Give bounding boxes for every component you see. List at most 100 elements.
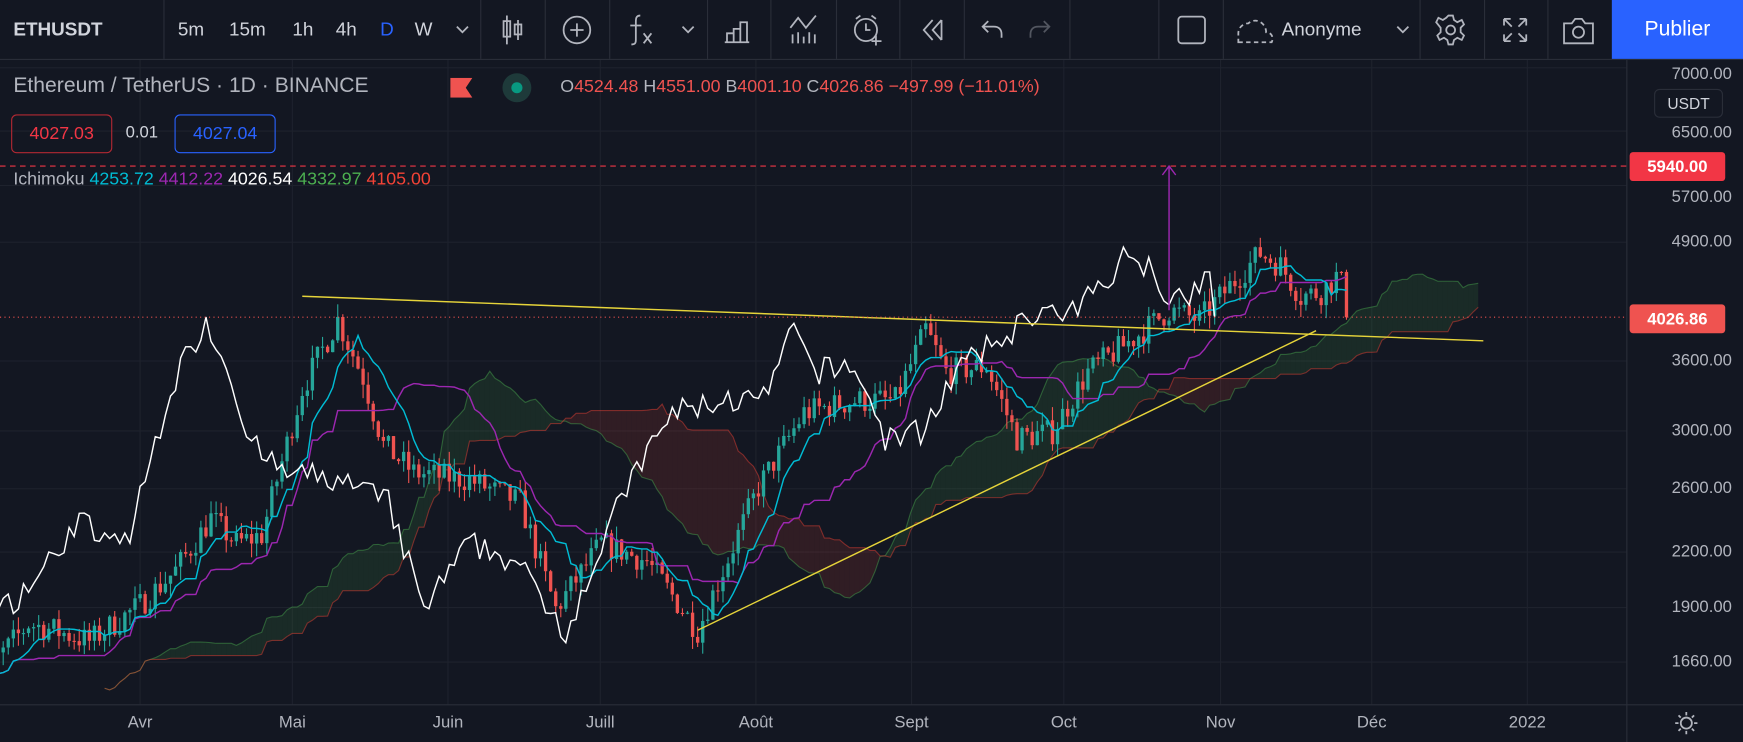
interval-15m[interactable]: 15m bbox=[228, 18, 266, 40]
candle-body bbox=[1071, 408, 1075, 417]
ichimoku-legend[interactable]: Ichimoku 4253.72 4412.22 4026.54 4332.97… bbox=[13, 170, 430, 190]
sell-button[interactable]: 4027.03 bbox=[11, 114, 113, 154]
candle-body bbox=[929, 323, 933, 335]
kumo-cloud-segment bbox=[175, 646, 181, 659]
symbol-search-button[interactable]: ETHUSDT bbox=[13, 0, 102, 59]
candle-body bbox=[1314, 288, 1318, 299]
interval-4h[interactable]: 4h bbox=[335, 18, 357, 40]
candle-body bbox=[1081, 381, 1085, 390]
kumo-cloud-segment bbox=[271, 616, 277, 641]
kumo-cloud-segment bbox=[1229, 378, 1235, 400]
kumo-cloud-segment bbox=[428, 466, 435, 511]
camera-icon[interactable] bbox=[1562, 0, 1595, 59]
candle-body bbox=[1086, 368, 1090, 390]
kumo-cloud-segment bbox=[804, 525, 810, 573]
publish-button[interactable]: Publier bbox=[1611, 0, 1743, 59]
cloud-icon[interactable] bbox=[1234, 0, 1276, 59]
candle-body bbox=[1167, 320, 1171, 326]
buy-button[interactable]: 4027.04 bbox=[174, 114, 276, 154]
kumo-cloud-segment bbox=[1148, 386, 1154, 399]
candle-body bbox=[645, 560, 649, 562]
span-a-value: 4332.97 bbox=[297, 169, 362, 189]
kumo-cloud-segment bbox=[799, 518, 805, 570]
kumo-cloud-segment bbox=[297, 604, 303, 634]
redo-icon[interactable] bbox=[1027, 0, 1051, 59]
currency-button[interactable]: USDT bbox=[1654, 88, 1723, 118]
market-status-icon[interactable] bbox=[502, 73, 532, 103]
interval-w[interactable]: W bbox=[414, 18, 433, 40]
kumo-cloud-segment bbox=[1316, 340, 1322, 369]
candle-body bbox=[361, 368, 365, 385]
kumo-cloud-segment bbox=[677, 418, 683, 524]
timezone-sun-icon[interactable] bbox=[1674, 711, 1698, 741]
candle-body bbox=[462, 486, 467, 491]
candle-body bbox=[883, 390, 887, 398]
undo-icon[interactable] bbox=[980, 0, 1004, 59]
top-toolbar: ETHUSDT 5m 15m 1h 4h D W Anonyme bbox=[0, 0, 1743, 60]
flag-icon[interactable] bbox=[450, 77, 473, 98]
kumo-cloud-segment bbox=[535, 399, 541, 431]
fx-chevron-down-icon[interactable] bbox=[681, 0, 695, 59]
price-chart[interactable] bbox=[0, 59, 1743, 742]
kumo-cloud-segment bbox=[1163, 389, 1170, 395]
kumo-cloud-segment bbox=[1245, 378, 1251, 387]
candle-body bbox=[513, 489, 517, 501]
kumo-cloud-segment bbox=[236, 642, 242, 656]
candle-body bbox=[888, 397, 892, 399]
kumo-cloud-segment bbox=[525, 400, 531, 432]
settings-gear-icon[interactable] bbox=[1434, 0, 1467, 59]
candle-body bbox=[412, 464, 416, 470]
kumo-cloud-segment bbox=[1022, 413, 1028, 494]
candle-body bbox=[1263, 256, 1268, 259]
kumo-cloud-segment bbox=[1326, 334, 1332, 369]
indicators-fx-icon[interactable] bbox=[627, 0, 658, 59]
add-compare-icon[interactable] bbox=[561, 0, 592, 59]
templates-icon[interactable] bbox=[723, 0, 752, 59]
user-chevron-down-icon[interactable] bbox=[1396, 0, 1410, 59]
candle-body bbox=[189, 553, 193, 556]
candles-icon[interactable] bbox=[500, 0, 524, 59]
interval-5m[interactable]: 5m bbox=[177, 18, 205, 40]
kumo-cloud-segment bbox=[1042, 379, 1048, 476]
candle-body bbox=[868, 408, 872, 411]
candle-body bbox=[371, 403, 375, 422]
candle-body bbox=[599, 537, 604, 540]
kumo-cloud-segment bbox=[449, 419, 455, 470]
kumo-cloud-segment bbox=[155, 655, 161, 660]
replay-icon[interactable] bbox=[920, 0, 947, 59]
fullscreen-icon[interactable] bbox=[1501, 0, 1530, 59]
chart-type-icon[interactable] bbox=[788, 0, 819, 59]
candle-body bbox=[407, 451, 411, 470]
candle-body bbox=[1243, 282, 1247, 288]
kumo-cloud-segment bbox=[1366, 307, 1372, 353]
interval-chevron-down-icon[interactable] bbox=[456, 0, 469, 59]
candle-body bbox=[204, 527, 208, 537]
candle-body bbox=[1010, 415, 1014, 423]
candle-body bbox=[979, 359, 984, 373]
interval-d[interactable]: D bbox=[380, 18, 394, 40]
kumo-cloud-segment bbox=[1275, 354, 1281, 379]
candle-body bbox=[619, 539, 624, 560]
candle-body bbox=[1334, 271, 1339, 294]
candle-body bbox=[731, 553, 735, 564]
candle-body bbox=[437, 464, 441, 478]
kumo-cloud-segment bbox=[1184, 377, 1190, 404]
candle-body bbox=[944, 356, 948, 369]
kumo-cloud-segment bbox=[469, 383, 475, 442]
kumo-cloud-segment bbox=[1473, 283, 1479, 312]
user-menu-button[interactable]: Anonyme bbox=[1281, 18, 1362, 40]
kumo-cloud-segment bbox=[869, 550, 876, 583]
kumo-cloud-segment bbox=[971, 441, 977, 498]
candle-body bbox=[391, 436, 396, 460]
candle-body bbox=[695, 636, 700, 643]
tenkan-value: 4253.72 bbox=[89, 169, 154, 189]
kumo-cloud-segment bbox=[307, 590, 313, 624]
kumo-cloud-segment bbox=[454, 414, 460, 464]
alert-icon[interactable] bbox=[851, 0, 884, 59]
kumo-cloud-segment bbox=[1447, 281, 1453, 332]
candle-body bbox=[1329, 282, 1333, 294]
interval-1h[interactable]: 1h bbox=[292, 18, 314, 40]
kumo-cloud-segment bbox=[363, 549, 369, 591]
kumo-cloud-segment bbox=[1321, 335, 1327, 369]
layout-icon[interactable] bbox=[1176, 0, 1207, 59]
